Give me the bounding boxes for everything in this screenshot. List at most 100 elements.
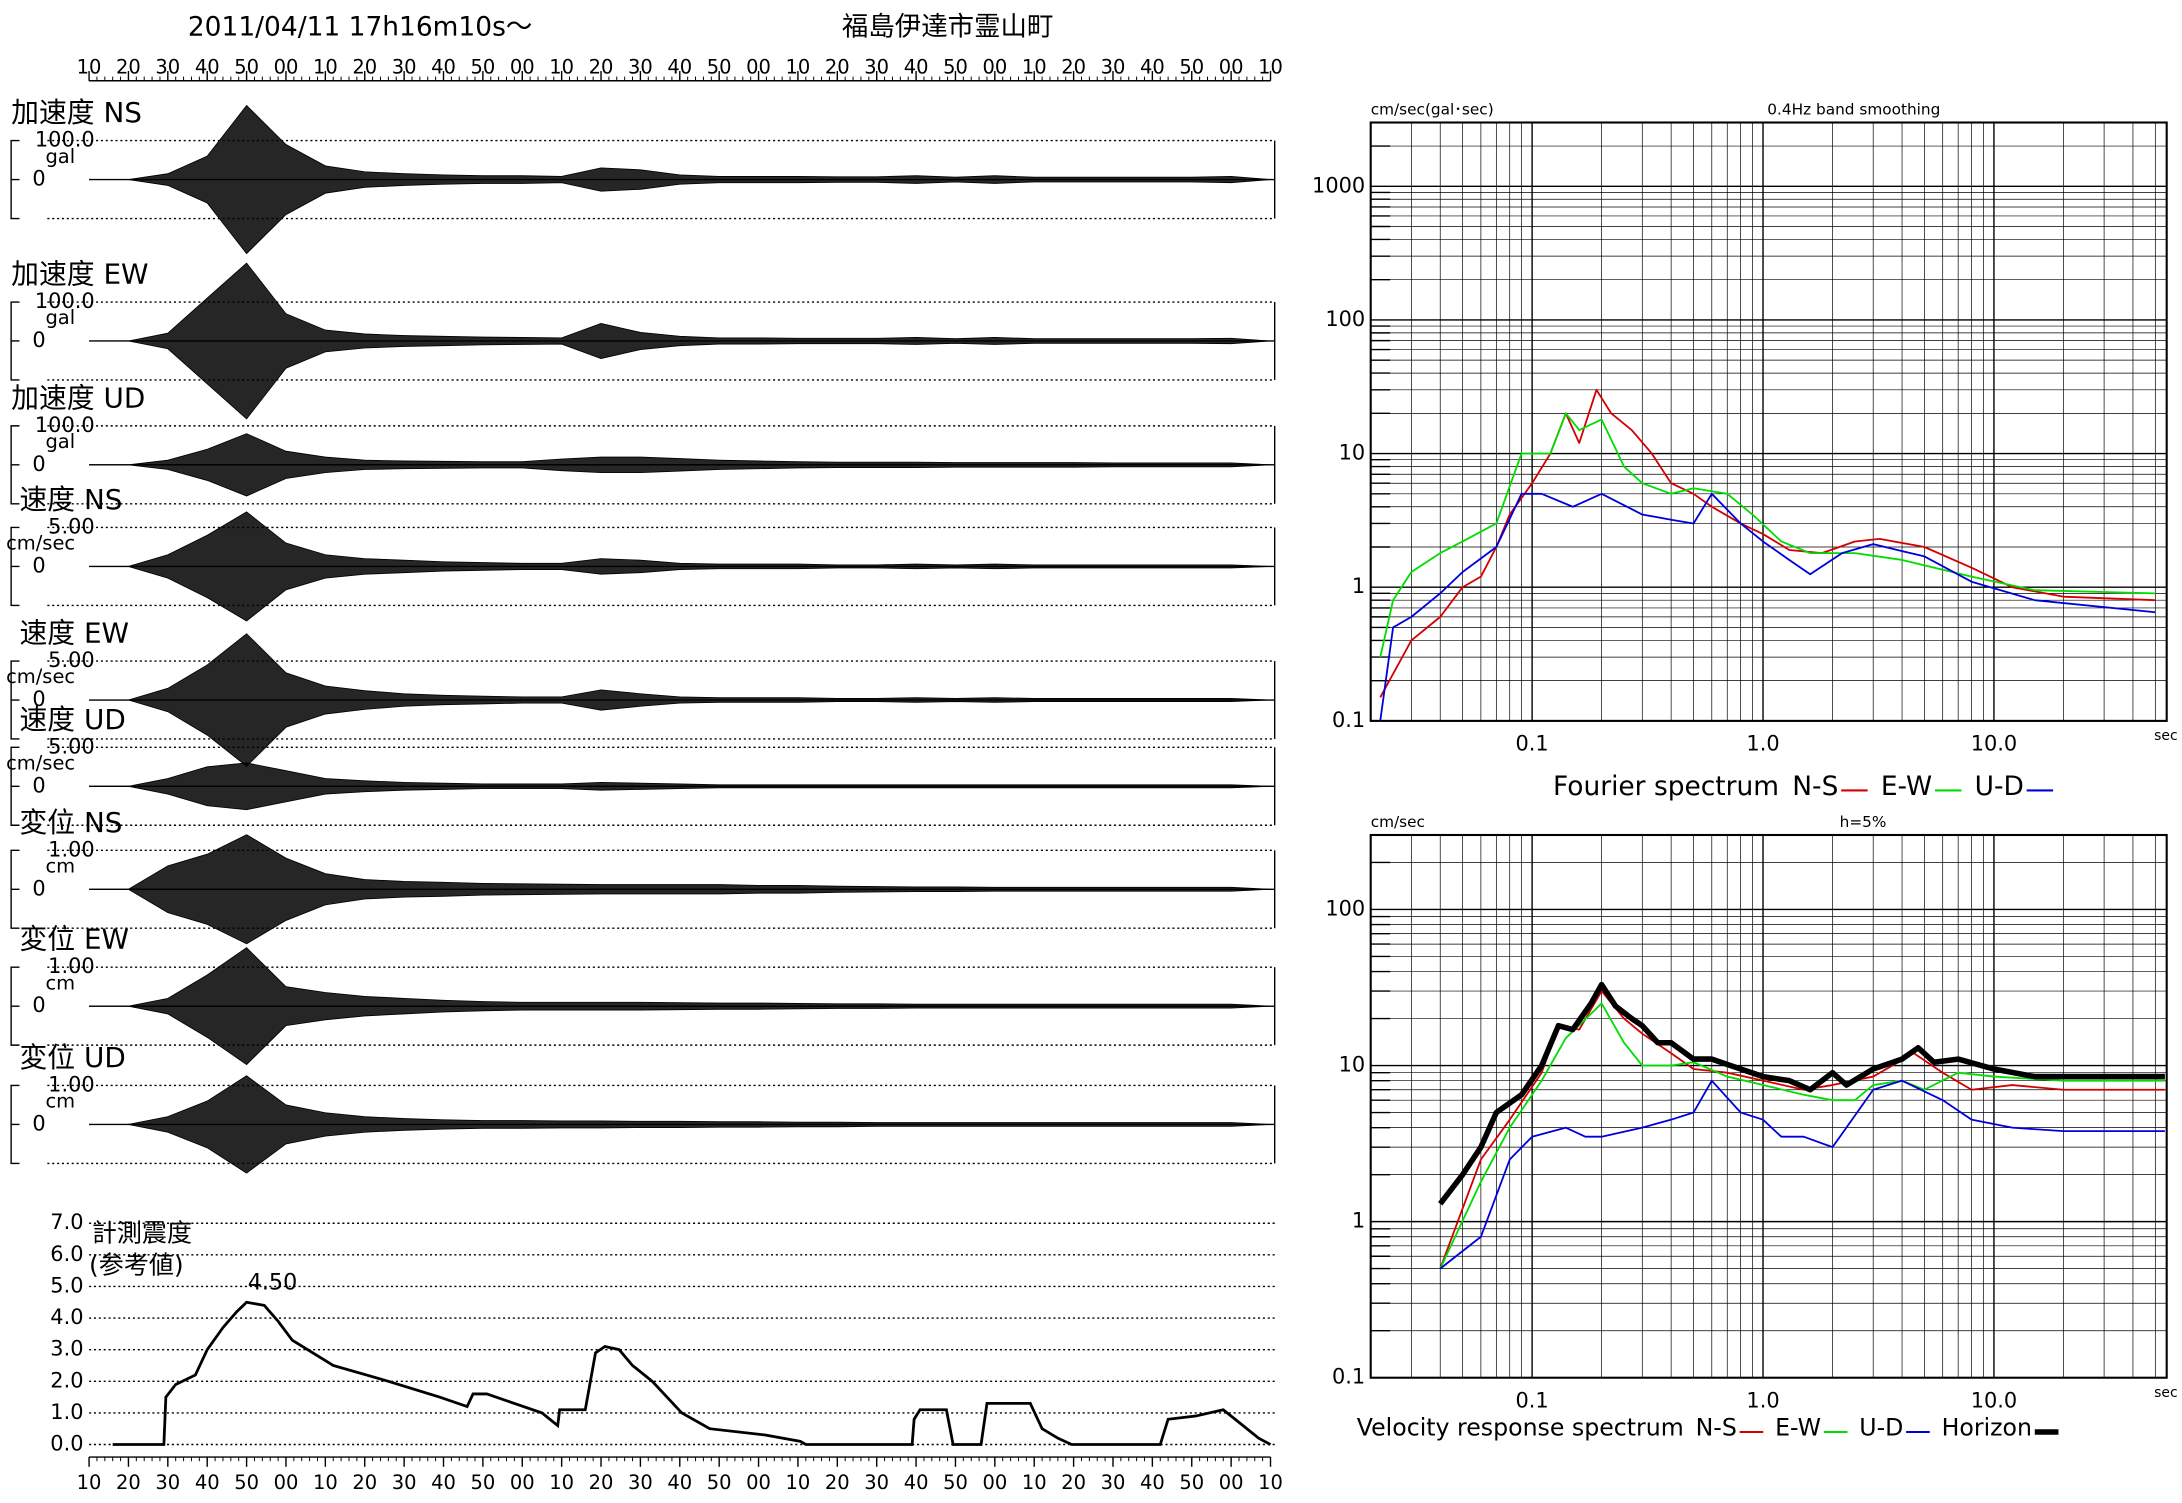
x-tick-label: 10 bbox=[313, 1471, 338, 1494]
spectrum-line bbox=[1438, 981, 2165, 1206]
x-tick-label: 40 bbox=[904, 56, 929, 79]
x-tick-label: 50 bbox=[1179, 1471, 1204, 1494]
x-tick-label: 50 bbox=[470, 1471, 495, 1494]
chart-title: Fourier spectrum bbox=[1553, 771, 1779, 802]
y-tick-label: 100.0 bbox=[35, 289, 95, 313]
x-tick-label: 40 bbox=[1140, 1471, 1165, 1494]
x-tick-label: 1.0 bbox=[1746, 1388, 1779, 1412]
y-tick-label: 6.0 bbox=[50, 1242, 83, 1266]
chart-subtitle: 0.4Hz band smoothing bbox=[1767, 100, 1940, 118]
chart-title: 計測震度 bbox=[92, 1218, 192, 1247]
panel-label: 変位 NS bbox=[19, 806, 122, 839]
x-tick-label: 20 bbox=[352, 56, 377, 79]
unit-label: cm bbox=[45, 1090, 75, 1113]
x-tick-label: 40 bbox=[431, 56, 456, 79]
waveform-envelope bbox=[89, 888, 1271, 945]
x-tick-label: 30 bbox=[155, 1471, 180, 1494]
panel-label: 加速度 NS bbox=[11, 96, 142, 129]
unit-label: gal bbox=[45, 430, 75, 453]
record-time: 2011/04/11 17h16m10s〜 bbox=[188, 11, 532, 42]
y-axis-label: cm/sec(gal･sec) bbox=[1371, 100, 1494, 118]
spectrum-line bbox=[1439, 1079, 2165, 1270]
waveform-envelope bbox=[89, 1075, 1271, 1125]
y-tick-label: 0 bbox=[32, 167, 45, 191]
x-tick-label: 20 bbox=[116, 56, 141, 79]
x-tick-label: 30 bbox=[628, 1471, 653, 1494]
x-tick-label: 20 bbox=[589, 56, 614, 79]
x-tick-label: 40 bbox=[195, 1471, 220, 1494]
legend-label: E-W bbox=[1775, 1414, 1821, 1442]
y-tick-label: 1000 bbox=[1312, 173, 1365, 197]
x-tick-label: 30 bbox=[155, 56, 180, 79]
x-tick-label: 20 bbox=[1061, 1471, 1086, 1494]
y-tick-label: 0 bbox=[32, 993, 45, 1017]
y-axis-label: cm/sec bbox=[1371, 813, 1425, 831]
panel-label: 加速度 UD bbox=[11, 381, 145, 414]
y-tick-label: 0.1 bbox=[1332, 708, 1365, 732]
unit-label: cm bbox=[45, 855, 75, 878]
waveform-envelope bbox=[89, 262, 1271, 342]
x-tick-label: 20 bbox=[825, 56, 850, 79]
waveform-envelope bbox=[89, 762, 1271, 787]
x-tick-label: 00 bbox=[1219, 1471, 1244, 1494]
x-tick-label: 20 bbox=[589, 1471, 614, 1494]
x-tick-label: 30 bbox=[392, 1471, 417, 1494]
x-tick-label: 00 bbox=[1219, 56, 1244, 79]
x-tick-label: 10 bbox=[549, 1471, 574, 1494]
y-tick-label: 10 bbox=[1339, 441, 1366, 465]
y-tick-label: 5.0 bbox=[50, 1273, 83, 1297]
panel-bracket bbox=[10, 849, 20, 929]
panel-bracket bbox=[10, 139, 20, 220]
x-tick-label: 10 bbox=[1022, 1471, 1047, 1494]
x-tick-label: 40 bbox=[904, 1471, 929, 1494]
y-tick-label: 3.0 bbox=[50, 1337, 83, 1361]
y-tick-label: 10 bbox=[1339, 1053, 1366, 1077]
x-tick-label: 30 bbox=[864, 56, 889, 79]
y-tick-label: 1.00 bbox=[48, 837, 94, 861]
unit-label: cm/sec bbox=[6, 532, 75, 555]
x-tick-label: 40 bbox=[195, 56, 220, 79]
x-tick-label: 10 bbox=[786, 56, 811, 79]
y-tick-label: 0 bbox=[32, 553, 45, 577]
y-tick-label: 100 bbox=[1325, 896, 1365, 920]
spectrum-line bbox=[1379, 388, 2156, 698]
waveform-envelope bbox=[89, 1005, 1271, 1066]
y-tick-label: 100.0 bbox=[35, 128, 95, 152]
spectrum-line bbox=[1379, 492, 2156, 722]
x-tick-label: 20 bbox=[352, 1471, 377, 1494]
legend-label: U-D bbox=[1859, 1414, 1903, 1442]
panel-bracket bbox=[10, 660, 20, 740]
x-tick-label: 30 bbox=[864, 1471, 889, 1494]
panel-label: 変位 UD bbox=[19, 1041, 125, 1074]
y-tick-label: 1.0 bbox=[50, 1400, 83, 1424]
legend-label: N-S bbox=[1696, 1414, 1737, 1442]
x-axis-label: sec bbox=[2154, 728, 2177, 744]
waveform-envelope bbox=[89, 433, 1271, 466]
x-tick-label: 50 bbox=[1179, 56, 1204, 79]
y-tick-label: 0 bbox=[32, 876, 45, 900]
x-tick-label: 40 bbox=[1140, 56, 1165, 79]
station-name: 福島伊達市霊山町 bbox=[842, 11, 1054, 42]
y-tick-label: 100.0 bbox=[35, 413, 95, 437]
intensity-line bbox=[112, 1300, 1272, 1446]
unit-label: cm/sec bbox=[6, 752, 75, 775]
y-tick-label: 5.00 bbox=[48, 514, 94, 538]
waveform-envelope bbox=[89, 104, 1271, 180]
x-tick-label: 50 bbox=[707, 1471, 732, 1494]
panel-bracket bbox=[10, 301, 20, 381]
waveform-envelope bbox=[89, 785, 1271, 811]
x-tick-label: 1.0 bbox=[1746, 732, 1779, 756]
legend-label: Horizon bbox=[1942, 1414, 2032, 1442]
panel-label: 変位 EW bbox=[19, 923, 129, 956]
unit-label: cm/sec bbox=[6, 665, 75, 688]
y-tick-label: 1 bbox=[1352, 574, 1365, 598]
x-tick-label: 40 bbox=[667, 1471, 692, 1494]
y-tick-label: 0 bbox=[32, 1111, 45, 1135]
x-tick-label: 50 bbox=[234, 1471, 259, 1494]
chart-subtitle: h=5% bbox=[1840, 813, 1887, 831]
y-tick-label: 5.00 bbox=[48, 734, 94, 758]
waveform-envelope bbox=[89, 511, 1271, 567]
waveform-envelope bbox=[89, 699, 1271, 767]
x-tick-label: 20 bbox=[116, 1471, 141, 1494]
